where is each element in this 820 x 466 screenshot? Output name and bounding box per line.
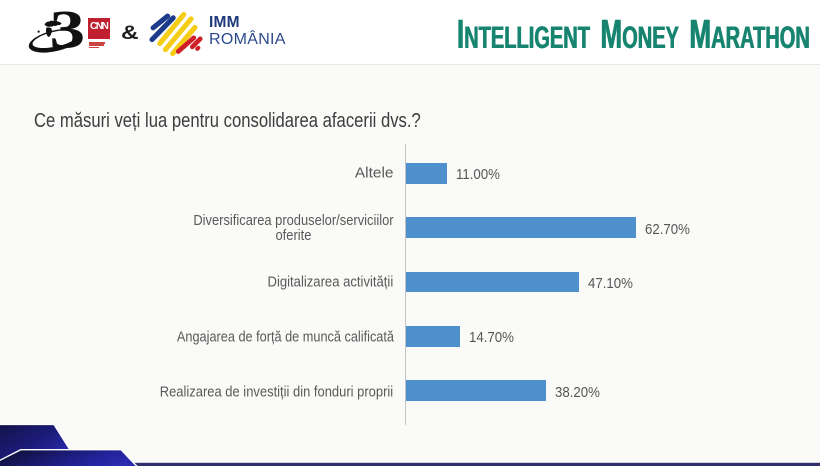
svg-text:3: 3 (50, 8, 86, 56)
